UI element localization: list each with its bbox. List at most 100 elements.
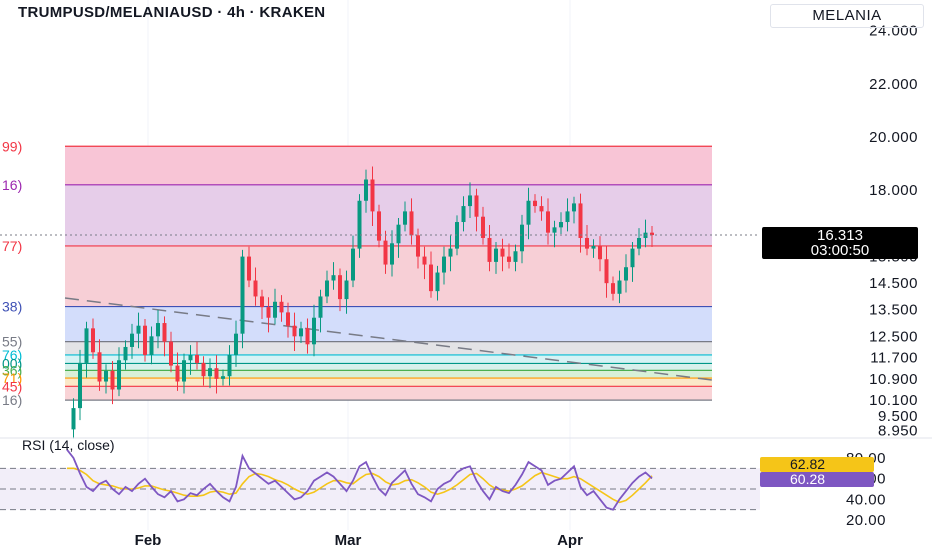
candle (539, 196, 544, 221)
rsi-indicator-title[interactable]: RSI (14, close) (22, 437, 115, 453)
candle-body (195, 354, 199, 363)
candle (260, 289, 264, 320)
candle (331, 262, 336, 290)
candle (442, 246, 446, 285)
candle (546, 198, 550, 245)
candle-body (214, 368, 219, 379)
symbol-search-box[interactable]: MELANIA (770, 4, 924, 28)
candle-body (143, 325, 147, 355)
candle-body (435, 272, 440, 292)
candle (279, 295, 284, 322)
candle (208, 358, 212, 389)
price-axis-tick: 13.500 (869, 302, 918, 319)
candle-body (110, 370, 115, 390)
candle (169, 331, 173, 373)
candle-body (123, 346, 128, 361)
candle-body (130, 333, 134, 347)
price-axis-tick: 12.500 (869, 328, 918, 345)
fib-zone (65, 386, 712, 401)
candle (617, 270, 622, 304)
candle-body (500, 248, 505, 257)
rsi-axis-tick: 40.00 (846, 491, 886, 508)
candle-body (104, 370, 108, 382)
candle (604, 246, 609, 298)
candle-body (227, 354, 232, 377)
price-axis-tick: 24.000 (869, 23, 918, 40)
candle-body (162, 323, 167, 342)
candle-body (533, 200, 537, 207)
candle-body (117, 360, 121, 390)
candle-body (312, 317, 316, 345)
candle-body (377, 211, 381, 241)
candle (182, 353, 186, 394)
fib-level-label: 99) (2, 138, 22, 154)
candle (110, 361, 115, 405)
candle (591, 239, 596, 258)
rsi-line (66, 449, 653, 511)
candle (305, 318, 310, 354)
candle-body (78, 362, 82, 409)
candle (91, 318, 95, 359)
candle (247, 246, 251, 288)
candle-body (546, 211, 550, 233)
fib-zone (65, 184, 712, 246)
candle-body (650, 232, 654, 236)
last-price-badge (762, 227, 918, 260)
candle-body (91, 328, 95, 353)
candle (468, 182, 472, 219)
candle-body (526, 200, 531, 225)
candle (299, 321, 303, 343)
candle-body (234, 333, 238, 355)
fib-level-label: 16) (2, 177, 22, 193)
candle (533, 194, 537, 213)
candle-body (409, 211, 414, 236)
candle-body (591, 245, 596, 249)
candle (318, 289, 323, 333)
fib-level-label: 55) (2, 334, 22, 350)
candle (630, 241, 635, 282)
candle-body (481, 216, 485, 238)
candle-body (253, 280, 258, 297)
candle-body (617, 280, 622, 294)
candle (234, 320, 238, 367)
candle (188, 345, 193, 375)
candle-body (260, 296, 264, 308)
candle (104, 364, 108, 394)
candle-body (97, 352, 102, 382)
candle (383, 230, 388, 274)
candle (227, 345, 232, 386)
candle (500, 238, 505, 272)
candle-body (370, 179, 375, 212)
candle-body (357, 200, 362, 249)
candle-body (637, 237, 641, 249)
fib-level-label: 16) (2, 392, 22, 408)
candle (84, 321, 89, 378)
candle (221, 369, 225, 386)
candle (370, 166, 375, 227)
candle-body (71, 408, 76, 430)
candle-body (507, 256, 511, 262)
candle-body (396, 224, 401, 244)
candle-body (565, 211, 570, 223)
candle (156, 310, 160, 349)
candle-body (461, 206, 466, 223)
time-axis-tick: Mar (335, 532, 362, 549)
candle-body (208, 368, 212, 377)
candle-body (299, 328, 303, 337)
candle-body (429, 264, 433, 292)
candle (487, 224, 492, 272)
rsi-value-badge (760, 472, 874, 487)
fib-zone (65, 363, 712, 371)
candle-body (468, 195, 472, 207)
candle (162, 316, 167, 357)
candle-body (279, 301, 284, 313)
candle-body (292, 325, 297, 337)
candle-body (188, 354, 193, 361)
fib-level-label: 76) (2, 347, 22, 363)
candle (585, 224, 589, 256)
candle (130, 323, 134, 359)
candle (481, 206, 485, 245)
candle (650, 226, 654, 248)
candle-body (552, 227, 557, 233)
